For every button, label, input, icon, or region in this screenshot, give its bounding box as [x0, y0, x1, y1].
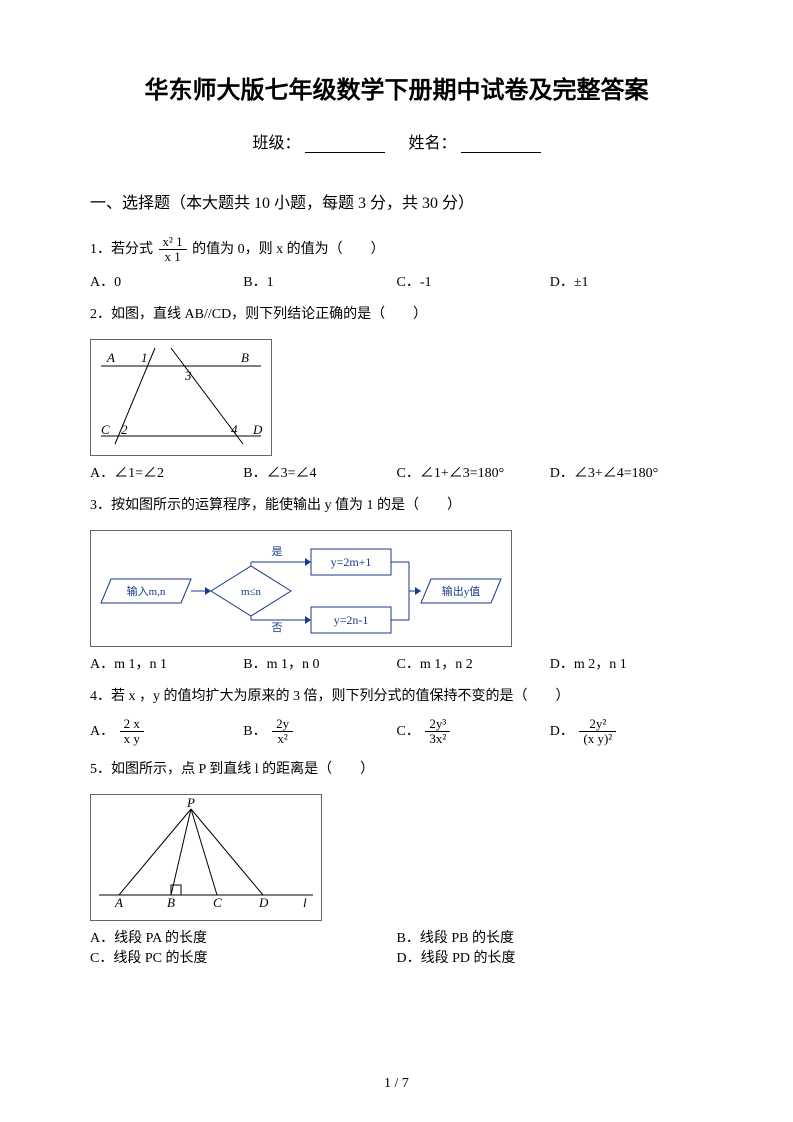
q2-options: A．∠1=∠2 B．∠3=∠4 C．∠1+∠3=180° D．∠3+∠4=180…	[90, 462, 703, 482]
q3-opt-c: C．m 1，n 2	[397, 653, 550, 673]
page-number: 1 / 7	[0, 1076, 793, 1092]
svg-text:3: 3	[184, 368, 192, 383]
class-underline	[305, 136, 385, 153]
svg-text:否: 否	[272, 622, 283, 634]
q1-opt-b: B．1	[243, 271, 396, 291]
q2-opt-b: B．∠3=∠4	[243, 462, 396, 482]
q5-options: A．线段 PA 的长度 B．线段 PB 的长度 C．线段 PC 的长度 D．线段…	[90, 927, 703, 967]
svg-text:2: 2	[121, 422, 128, 437]
svg-text:l: l	[303, 895, 307, 910]
svg-text:C: C	[101, 422, 110, 437]
q4-opt-c: C． 2y³3x²	[397, 717, 550, 747]
svg-text:A: A	[114, 895, 123, 910]
exam-page: 华东师大版七年级数学下册期中试卷及完整答案 班级： 姓名： 一、选择题（本大题共…	[0, 0, 793, 1122]
svg-text:B: B	[241, 350, 249, 365]
svg-text:D: D	[258, 895, 269, 910]
q5-opt-a: A．线段 PA 的长度	[90, 927, 397, 947]
q5-figure: P A B C Dl	[90, 794, 322, 921]
svg-text:4: 4	[231, 422, 238, 437]
svg-text:A: A	[106, 350, 115, 365]
question-5: 5．如图所示，点 P 到直线 l 的距离是（ ）	[90, 756, 703, 784]
q5-svg: P A B C Dl	[91, 795, 321, 915]
q5-opt-d: D．线段 PD 的长度	[397, 947, 704, 967]
q3-opt-a: A．m 1，n 1	[90, 653, 243, 673]
student-info-line: 班级： 姓名：	[90, 129, 703, 153]
q4-opt-d: D． 2y²(x y)²	[550, 717, 703, 747]
svg-text:输入m,n: 输入m,n	[127, 584, 166, 598]
page-title: 华东师大版七年级数学下册期中试卷及完整答案	[90, 70, 703, 105]
svg-text:B: B	[167, 895, 175, 910]
svg-text:C: C	[213, 895, 222, 910]
svg-text:是: 是	[272, 545, 283, 558]
class-label: 班级：	[252, 135, 300, 152]
q4-options: A． 2 xx y B． 2yx² C． 2y³3x² D． 2y²(x y)²	[90, 717, 703, 747]
q1-pre: 1．若分式	[90, 242, 153, 257]
svg-text:y=2m+1: y=2m+1	[331, 555, 372, 569]
q2-figure: A 1 B 3 C2 4D	[90, 339, 272, 456]
svg-text:输出y值: 输出y值	[442, 584, 481, 598]
name-underline	[461, 136, 541, 153]
q5-opt-c: C．线段 PC 的长度	[90, 947, 397, 967]
q3-opt-b: B．m 1，n 0	[243, 653, 396, 673]
q3-figure: 输入m,n m≤n 是否 y=2m+1 y=2n-1 输出y值	[90, 530, 512, 647]
svg-text:1: 1	[141, 350, 148, 365]
q1-opt-a: A．0	[90, 271, 243, 291]
q2-opt-c: C．∠1+∠3=180°	[397, 462, 550, 482]
q3-svg: 输入m,n m≤n 是否 y=2m+1 y=2n-1 输出y值	[91, 531, 511, 641]
q1-opt-d: D．±1	[550, 271, 703, 291]
q3-options: A．m 1，n 1 B．m 1，n 0 C．m 1，n 2 D．m 2，n 1	[90, 653, 703, 673]
q1-fraction: x² 1 x 1	[159, 235, 187, 265]
q1-options: A．0 B．1 C．-1 D．±1	[90, 271, 703, 291]
q1-post: 的值为 0，则 x 的值为（ ）	[192, 242, 385, 257]
q4-opt-b: B． 2yx²	[243, 717, 396, 747]
question-4: 4．若 x ，y 的值均扩大为原来的 3 倍，则下列分式的值保持不变的是（ ）	[90, 683, 703, 711]
q1-opt-c: C．-1	[397, 271, 550, 291]
q4-opt-a: A． 2 xx y	[90, 717, 243, 747]
name-label: 姓名：	[409, 135, 457, 152]
q3-opt-d: D．m 2，n 1	[550, 653, 703, 673]
q5-opt-b: B．线段 PB 的长度	[397, 927, 704, 947]
svg-text:m≤n: m≤n	[241, 586, 262, 598]
svg-text:y=2n-1: y=2n-1	[334, 613, 369, 627]
question-3: 3．按如图所示的运算程序，能使输出 y 值为 1 的是（ ）	[90, 492, 703, 520]
q2-opt-d: D．∠3+∠4=180°	[550, 462, 703, 482]
question-2: 2．如图，直线 AB//CD，则下列结论正确的是（ ）	[90, 301, 703, 329]
q2-svg: A 1 B 3 C2 4D	[91, 340, 271, 450]
q2-opt-a: A．∠1=∠2	[90, 462, 243, 482]
svg-text:D: D	[252, 422, 263, 437]
question-1: 1．若分式 x² 1 x 1 的值为 0，则 x 的值为（ ）	[90, 235, 703, 265]
section-1-heading: 一、选择题（本大题共 10 小题，每题 3 分，共 30 分）	[90, 189, 703, 213]
svg-text:P: P	[186, 795, 195, 810]
